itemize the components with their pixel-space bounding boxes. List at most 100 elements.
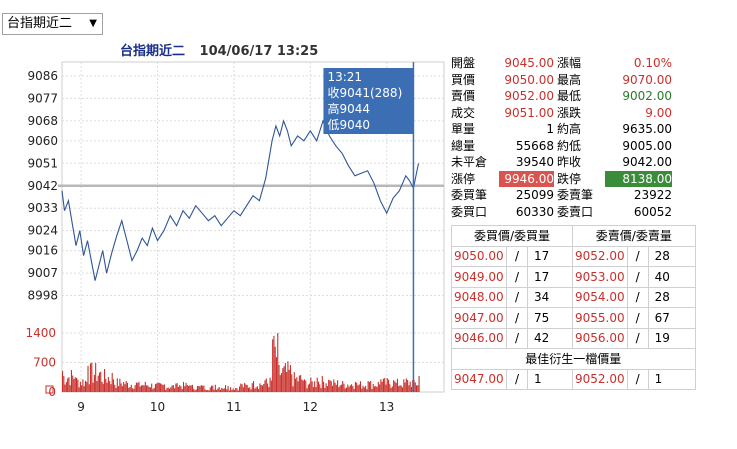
quote-row: 成交 9051.00 漲跌 9.00 <box>451 105 672 122</box>
quote-value: 23922 <box>633 188 672 202</box>
tooltip-low: 低9040 <box>327 118 370 132</box>
quote-row: 總量 55668 約低 9005.00 <box>451 138 672 155</box>
volume-bar <box>214 384 216 392</box>
price-tick-label: 8998 <box>27 289 58 303</box>
volume-bar <box>306 388 308 392</box>
volume-bar <box>249 387 251 392</box>
volume-bar <box>106 382 108 392</box>
volume-tick-label: 700 <box>33 356 56 370</box>
volume-bar <box>222 388 224 392</box>
volume-bar <box>264 380 266 392</box>
volume-bar <box>274 346 276 392</box>
volume-bar <box>147 385 149 392</box>
volume-bar <box>335 384 337 392</box>
volume-bar <box>174 388 176 392</box>
volume-bar <box>102 383 104 392</box>
quote-value: 9042.00 <box>622 155 672 169</box>
volume-bar <box>361 388 363 392</box>
volume-bar <box>384 378 386 392</box>
volume-bar <box>69 385 71 392</box>
quote-row: 未平倉 39540 昨收 9042.00 <box>451 154 672 171</box>
volume-bar <box>238 386 241 392</box>
quote-label: 委買筆 <box>451 188 488 202</box>
separator: / <box>626 327 649 349</box>
volume-bar <box>303 379 306 392</box>
tooltip-time: 13:21 <box>327 70 362 84</box>
ask-price: 9052.00 <box>572 245 628 267</box>
volume-bar <box>242 387 244 392</box>
volume-bar <box>154 384 157 392</box>
quote-label: 委買口 <box>451 204 488 219</box>
volume-bar <box>166 387 168 392</box>
quote-value: 39540 <box>515 155 554 169</box>
volume-bar <box>310 377 312 392</box>
volume-bar <box>168 388 171 392</box>
volume-bar <box>148 387 150 392</box>
volume-bar <box>405 378 407 392</box>
volume-bar <box>142 384 144 392</box>
volume-bar <box>325 383 327 392</box>
volume-bar <box>245 384 247 392</box>
product-select[interactable]: 台指期近二 ▼ <box>2 13 103 35</box>
volume-bar <box>135 382 137 392</box>
separator: / <box>506 327 528 349</box>
volume-bar <box>268 387 270 392</box>
volume-bar <box>380 379 382 392</box>
volume-bar <box>286 372 288 392</box>
volume-bar <box>288 369 290 392</box>
volume-bar <box>368 382 370 392</box>
volume-bar <box>292 386 294 392</box>
quote-value: 9070.00 <box>622 72 672 87</box>
volume-bar <box>210 385 213 392</box>
volume-bar <box>213 389 215 392</box>
volume-bar <box>204 389 206 392</box>
price-tick-label: 9007 <box>27 266 58 280</box>
volume-bar <box>73 378 75 392</box>
volume-bar <box>283 366 285 392</box>
price-tick-label: 9051 <box>27 156 58 170</box>
volume-bar <box>338 387 340 392</box>
volume-bar <box>366 389 368 392</box>
volume-bar <box>182 381 185 392</box>
quote-row: 單量 1 約高 9635.00 <box>451 121 672 138</box>
bid-qty: 34 <box>527 286 573 308</box>
quote-value: 60052 <box>633 204 672 219</box>
volume-bar <box>237 390 239 392</box>
volume-bar <box>207 389 209 392</box>
volume-bar <box>372 383 374 392</box>
price-tick-label: 9016 <box>27 244 58 258</box>
quote-row: 委買口 60330 委賣口 60052 <box>451 204 672 221</box>
quote-row: 漲停 9946.00 跌停 8138.00 <box>451 170 672 187</box>
volume-bar <box>305 380 307 392</box>
volume-bar <box>198 386 200 392</box>
volume-bar <box>298 375 300 392</box>
volume-bar <box>115 387 117 392</box>
volume-bar <box>260 384 262 392</box>
volume-bar <box>256 386 258 392</box>
quote-label: 最低 <box>557 89 582 103</box>
separator: / <box>626 245 649 267</box>
volume-bar <box>118 386 120 392</box>
volume-bar <box>218 387 220 392</box>
volume-bar <box>186 385 188 392</box>
order-book-row: 9049.00/17 9053.00/40 <box>451 266 696 288</box>
ask-qty: 19 <box>647 327 696 349</box>
order-book-row: 9050.00/17 9052.00/28 <box>451 245 696 267</box>
chart-header: 台指期近二 104/06/17 13:25 <box>120 40 328 59</box>
volume-bar <box>394 381 396 392</box>
volume-bar <box>342 381 344 392</box>
volume-bar <box>77 379 79 392</box>
volume-bar <box>160 383 162 392</box>
volume-bar <box>300 375 302 392</box>
quote-label: 未平倉 <box>451 155 488 169</box>
volume-bar <box>188 386 190 392</box>
quote-value: 9005.00 <box>622 138 672 153</box>
volume-bar <box>119 378 121 392</box>
price-chart[interactable]: 9086 9077 9068 9060 9051 9042 9033 9024 9016 9007… <box>0 0 450 449</box>
volume-bar <box>408 385 410 392</box>
time-tick-label: 9 <box>77 400 85 414</box>
volume-bar <box>282 368 284 392</box>
quote-value: 9051.00 <box>504 105 554 120</box>
volume-bar <box>205 390 207 392</box>
volume-bar <box>387 379 390 392</box>
